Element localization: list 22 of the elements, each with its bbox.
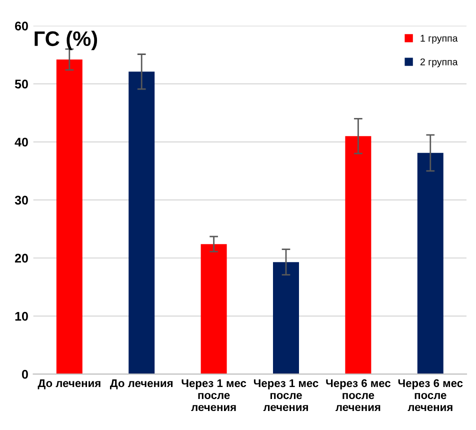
y-tick-label: 10 — [15, 312, 28, 321]
y-tick-label: 50 — [14, 80, 28, 88]
y-tick-label: 0 — [22, 370, 28, 379]
bar — [417, 152, 444, 374]
legend-label: 1 группа — [420, 34, 458, 44]
bar — [273, 262, 299, 374]
legend-label: 2 группа — [420, 58, 458, 68]
y-tick-label: 20 — [14, 254, 28, 263]
bar — [200, 244, 227, 374]
x-tick-label: До лечения — [38, 379, 100, 390]
x-tick-label: Через 1 мес после лечения — [254, 379, 318, 412]
x-tick-label: До лечения — [110, 379, 173, 390]
x-tick-label: Через 6 мес после лечения — [326, 379, 390, 412]
x-tick-label: Через 1 мес после лечения — [182, 379, 246, 412]
y-tick-label: 60 — [15, 22, 28, 30]
y-tick-label: 40 — [14, 138, 28, 147]
bar — [56, 59, 82, 374]
x-tick-label: Через 6 мес после лечения — [398, 379, 463, 412]
bar — [128, 72, 155, 374]
y-tick-label: 30 — [14, 196, 28, 205]
chart-title: ГС (%) — [34, 30, 98, 50]
bar — [345, 136, 372, 374]
